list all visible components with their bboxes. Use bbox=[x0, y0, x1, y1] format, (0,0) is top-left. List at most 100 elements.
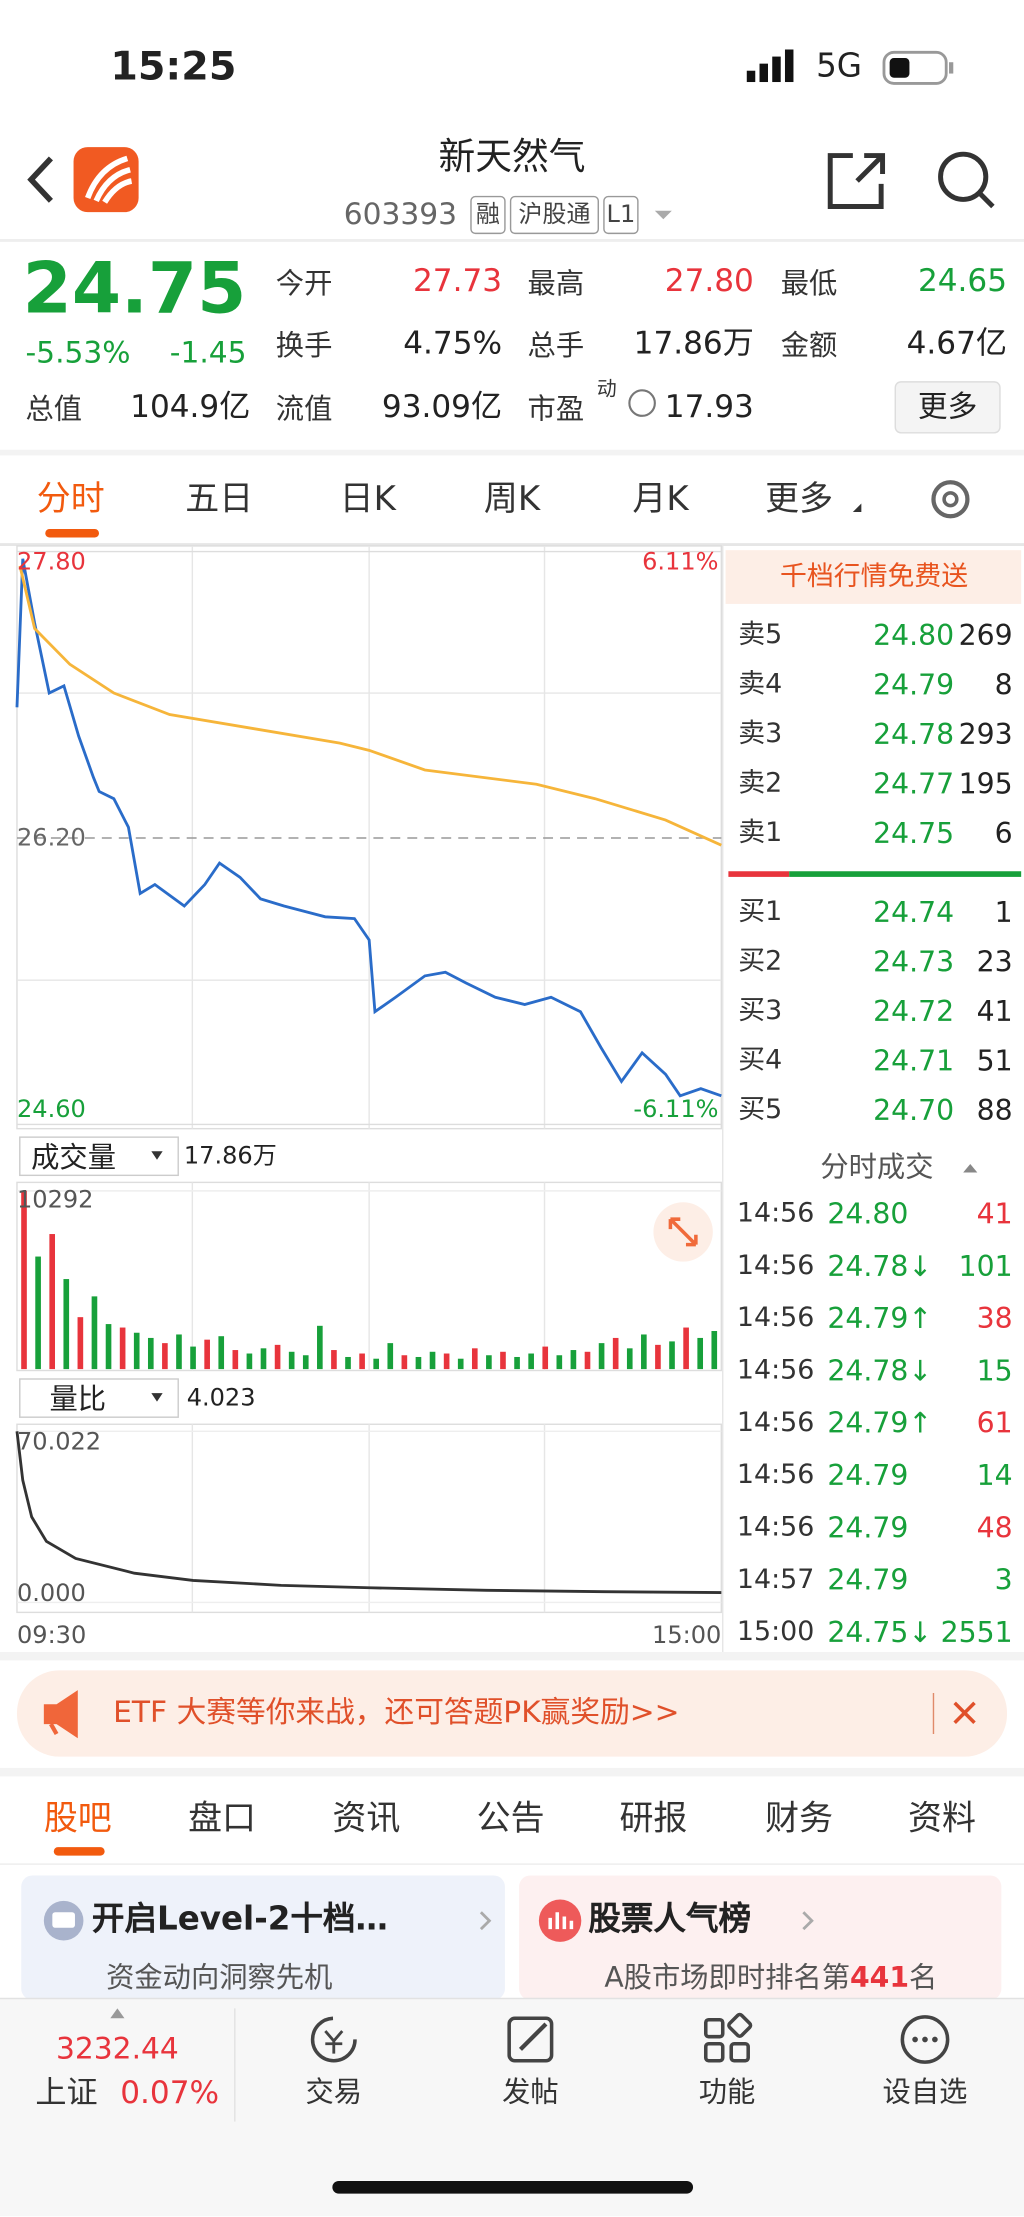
more-button-label[interactable]: 更多 bbox=[917, 389, 978, 424]
pe-icon bbox=[628, 389, 656, 417]
volume-bar bbox=[598, 1343, 605, 1370]
volume-bar bbox=[119, 1327, 126, 1370]
book-price: 24.80 bbox=[873, 618, 955, 653]
nav-item[interactable]: 设自选 bbox=[882, 2074, 968, 2109]
book-price: 24.72 bbox=[873, 994, 955, 1029]
volume-bar bbox=[317, 1325, 323, 1370]
trade-price: 24.78↓ bbox=[827, 1248, 933, 1283]
book-price: 24.77 bbox=[873, 766, 955, 801]
volume-bar bbox=[471, 1348, 478, 1370]
volume-bar bbox=[457, 1358, 464, 1370]
stat-label: 换手 bbox=[275, 328, 333, 363]
more-button bbox=[894, 381, 1001, 434]
volume-bar bbox=[641, 1334, 647, 1370]
trades-title: 分时成交 bbox=[820, 1149, 934, 1184]
pct-label: -6.11% bbox=[633, 1095, 719, 1125]
volume-label: 成交量 bbox=[31, 1139, 116, 1174]
stock-name: 新天然气 bbox=[438, 136, 586, 179]
book-volume: 195 bbox=[958, 766, 1013, 801]
section-tab[interactable]: 盘口 bbox=[188, 1798, 256, 1839]
volume-bar bbox=[401, 1355, 408, 1370]
tab[interactable]: 周K bbox=[483, 478, 541, 519]
book-price: 24.73 bbox=[873, 944, 955, 979]
trade-time: 14:56 bbox=[736, 1249, 815, 1281]
change: -1.45 bbox=[169, 335, 247, 370]
banner-text[interactable]: ETF 大赛等你来战，还可答题PK赢奖励>> bbox=[113, 1694, 680, 1729]
nav-item[interactable]: 功能 bbox=[698, 2074, 756, 2109]
price-line bbox=[15, 1431, 722, 1594]
stat-label: 今开 bbox=[275, 265, 333, 300]
volume-bar bbox=[105, 1324, 112, 1370]
volume-bar bbox=[21, 1190, 27, 1370]
book-volume: 88 bbox=[976, 1093, 1013, 1128]
tag-box bbox=[603, 195, 639, 235]
tab[interactable]: 日K bbox=[339, 478, 396, 519]
volume-bar bbox=[176, 1334, 182, 1370]
book-volume: 6 bbox=[994, 816, 1013, 851]
tab[interactable]: 月K bbox=[632, 478, 689, 519]
card-subtitle: A股市场即时排名第441名 bbox=[604, 1960, 937, 1994]
tab[interactable]: 分时 bbox=[36, 478, 105, 519]
trade-time: 14:56 bbox=[736, 1459, 815, 1491]
trade-volume: 2551 bbox=[940, 1615, 1013, 1650]
book-volume: 293 bbox=[958, 717, 1013, 752]
tag: 融 bbox=[475, 200, 500, 229]
volume-bar bbox=[274, 1344, 281, 1370]
trade-volume: 61 bbox=[976, 1405, 1013, 1440]
volume-bar bbox=[655, 1344, 661, 1370]
volume-bar bbox=[612, 1337, 619, 1370]
card-title[interactable]: 股票人气榜 bbox=[588, 1901, 752, 1938]
section-tab[interactable]: 公告 bbox=[476, 1798, 545, 1839]
nav-item[interactable]: 发帖 bbox=[502, 2074, 559, 2109]
y-tick-label: 0.000 bbox=[16, 1579, 86, 1608]
volume-bar bbox=[35, 1256, 41, 1370]
book-price: 24.70 bbox=[873, 1093, 955, 1128]
volume-bar bbox=[486, 1355, 492, 1370]
index-name: 上证 bbox=[35, 2076, 98, 2112]
y-tick-label: 10292 bbox=[16, 1186, 94, 1215]
trade-time: 14:56 bbox=[736, 1197, 815, 1229]
section-tab[interactable]: 财务 bbox=[765, 1798, 834, 1839]
trade-price: 24.79 bbox=[827, 1458, 909, 1493]
y-tick-label: 70.022 bbox=[16, 1428, 102, 1457]
network: 5G bbox=[816, 48, 863, 86]
volume-bar bbox=[359, 1353, 365, 1370]
trade-time: 14:56 bbox=[736, 1511, 815, 1543]
x-tick-label: 15:00 bbox=[652, 1621, 722, 1651]
book-label: 买4 bbox=[738, 1044, 783, 1076]
y-tick-label: 27.80 bbox=[16, 548, 86, 577]
y-tick-label: 24.60 bbox=[16, 1095, 86, 1125]
volume-bar bbox=[387, 1343, 394, 1370]
section-tab[interactable]: 股吧 bbox=[43, 1798, 112, 1839]
trade-time: 14:56 bbox=[736, 1354, 815, 1386]
volume-bar bbox=[514, 1356, 520, 1370]
volume-bar bbox=[91, 1296, 98, 1370]
section-tab[interactable]: 研报 bbox=[619, 1798, 688, 1839]
section-underline bbox=[53, 1847, 105, 1856]
book-label: 卖5 bbox=[738, 618, 783, 651]
stat-value: 17.86万 bbox=[633, 326, 754, 362]
stat-label: 市盈 bbox=[527, 391, 585, 426]
book-volume: 269 bbox=[958, 618, 1013, 653]
stat-value: 4.67亿 bbox=[906, 326, 1008, 362]
section-tab[interactable]: 资讯 bbox=[332, 1798, 401, 1839]
book-price: 24.71 bbox=[873, 1043, 955, 1078]
stock-code: 603393 bbox=[343, 197, 458, 232]
tab[interactable]: 更多 bbox=[765, 478, 834, 519]
card-title[interactable]: 开启Level-2十档… bbox=[91, 1901, 388, 1938]
tab[interactable]: 五日 bbox=[185, 478, 254, 519]
tag-box bbox=[509, 195, 599, 235]
volume-bar bbox=[246, 1353, 253, 1370]
book-label: 卖1 bbox=[738, 816, 783, 849]
stat-label: 最高 bbox=[527, 265, 585, 300]
trade-volume: 38 bbox=[976, 1301, 1013, 1336]
nav-item[interactable]: 交易 bbox=[305, 2074, 363, 2109]
y-tick-label: 26.20 bbox=[16, 823, 86, 852]
volume-bar bbox=[49, 1234, 56, 1370]
volume-total: 17.86万 bbox=[183, 1142, 277, 1171]
promo[interactable]: 千档行情免费送 bbox=[780, 560, 969, 593]
stat-value: 17.93 bbox=[664, 390, 754, 426]
section-tab[interactable]: 资料 bbox=[908, 1798, 976, 1839]
ratio-label: 量比 bbox=[49, 1381, 107, 1416]
